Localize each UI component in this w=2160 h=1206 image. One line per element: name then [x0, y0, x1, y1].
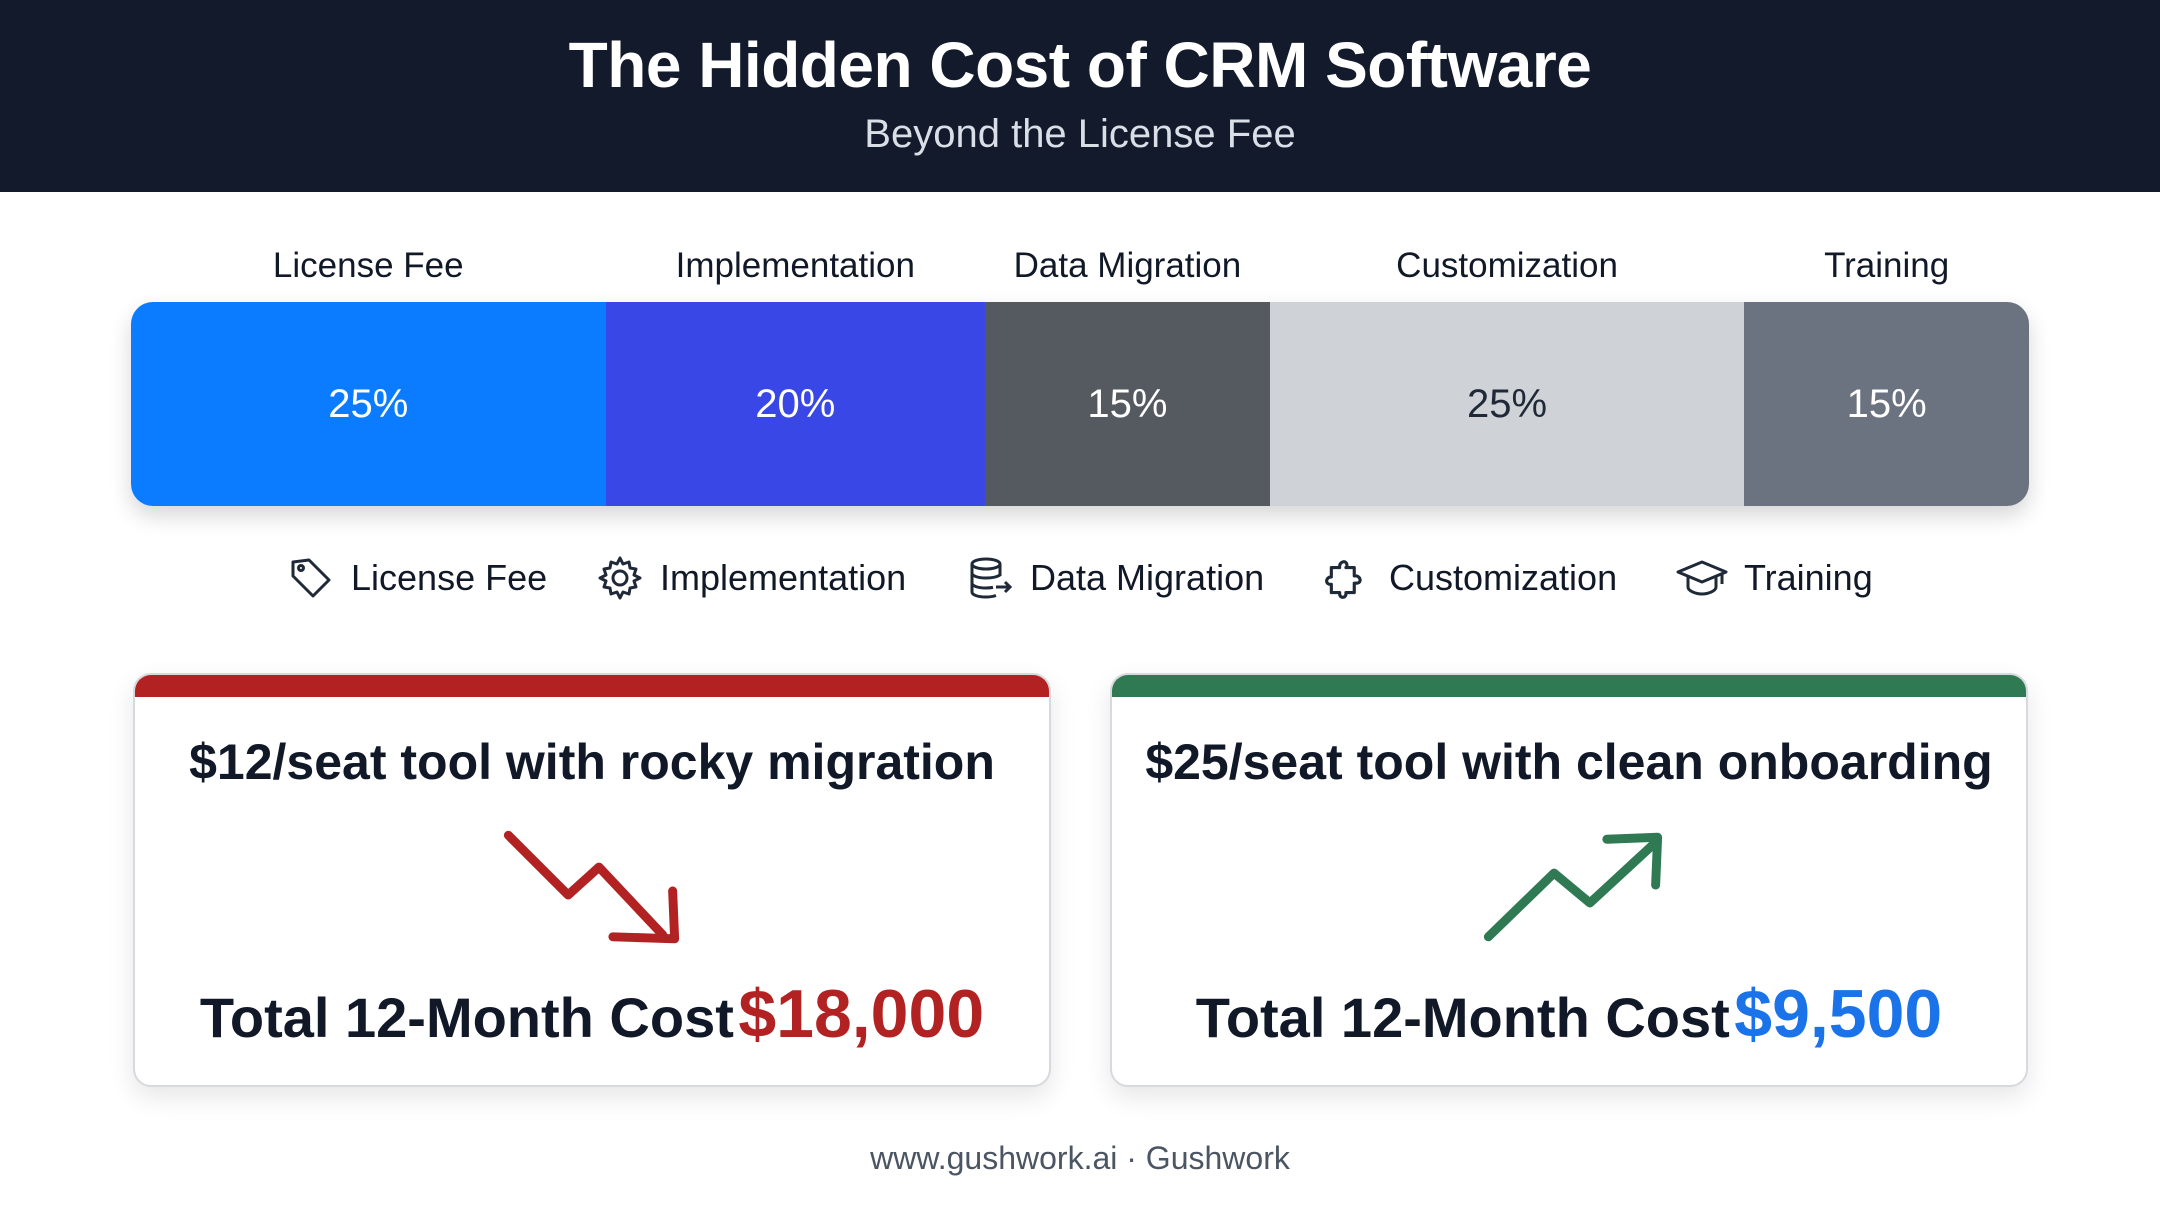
bar-segment-implementation: 20% [605, 302, 986, 506]
legend-label: License Fee [351, 557, 548, 598]
bar-segment-training: 15% [1744, 302, 2029, 506]
category-label: Implementation [675, 246, 915, 285]
card-clean-onboarding: $25/seat tool with clean onboarding Tota… [1110, 673, 2028, 1087]
segment-value-label: 15% [1846, 381, 1927, 426]
puzzle-icon [1325, 560, 1362, 599]
legend-label: Implementation [660, 557, 907, 598]
card-title: $12/seat tool with rocky migration [189, 734, 995, 790]
category-label: Customization [1396, 246, 1618, 285]
page-subtitle: Beyond the License Fee [864, 112, 1296, 156]
footer-credit: www.gushwork.ai · Gushwork [870, 1140, 1290, 1176]
segment-value-label: 25% [328, 381, 409, 426]
legend-item-customization: Customization [1323, 548, 1617, 608]
category-label: License Fee [272, 246, 464, 285]
stacked-cost-bar: 25% 20% 15% 25% 15% [131, 302, 2029, 506]
header-banner: The Hidden Cost of CRM Software Beyond t… [0, 0, 2160, 192]
gear-icon [598, 556, 642, 600]
segment-value-label: 20% [755, 381, 836, 426]
legend-item-data-migration: Data Migration [966, 548, 1264, 608]
bar-segment-license-fee: 25% [131, 302, 606, 506]
legend-item-implementation: Implementation [596, 548, 906, 608]
page-title: The Hidden Cost of CRM Software [568, 29, 1592, 101]
segment-value-label: 25% [1467, 381, 1548, 426]
cost-label: Total 12-Month Cost [1195, 986, 1730, 1049]
cost-label: Total 12-Month Cost [199, 986, 734, 1049]
graduation-cap-icon [1676, 560, 1728, 596]
legend-label: Data Migration [1030, 557, 1265, 598]
category-label: Data Migration [1013, 246, 1242, 285]
card-accent-bar [135, 675, 1049, 697]
card-cost: Total 12-Month Cost $18,000 [135, 975, 1049, 1053]
trend-up-icon [1483, 832, 1663, 942]
category-label: Training [1824, 246, 1950, 285]
cost-value: $9,500 [1734, 976, 1943, 1052]
card-rocky-migration: $12/seat tool with rocky migration Total… [133, 673, 1051, 1087]
card-title: $25/seat tool with clean onboarding [1145, 734, 1993, 790]
card-cost: Total 12-Month Cost $9,500 [1112, 975, 2026, 1053]
trend-down-icon [503, 830, 680, 944]
segment-value-label: 15% [1087, 381, 1168, 426]
legend-label: Training [1744, 557, 1873, 598]
tag-icon [291, 558, 331, 598]
bar-segment-data-migration: 15% [985, 302, 1270, 506]
cost-value: $18,000 [738, 976, 985, 1052]
bar-segment-customization: 25% [1269, 302, 1745, 506]
legend-item-training: Training [1676, 548, 1873, 608]
card-accent-bar [1112, 675, 2026, 697]
legend-label: Customization [1389, 557, 1618, 598]
legend-item-license-fee: License Fee [287, 548, 547, 608]
database-icon [970, 557, 1013, 599]
